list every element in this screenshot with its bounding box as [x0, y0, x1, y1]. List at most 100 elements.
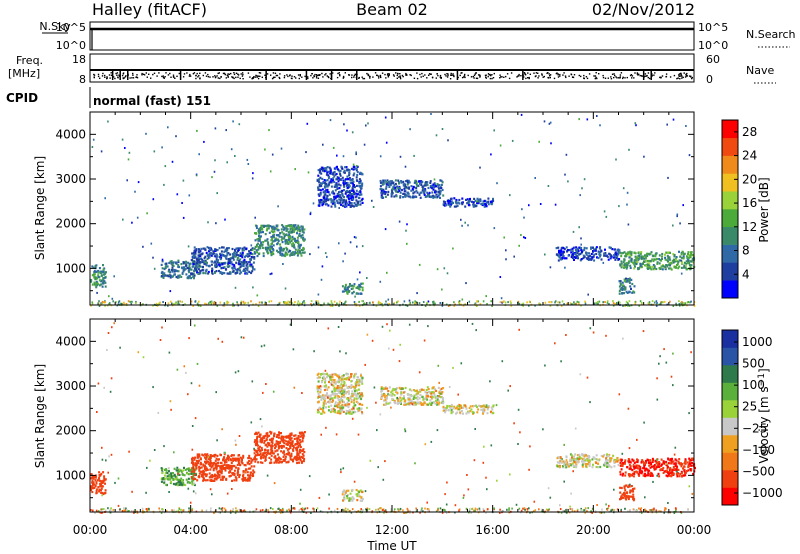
scatter-cell: [466, 198, 469, 201]
nave-dot: [338, 72, 340, 74]
scatter-cell: [626, 280, 629, 283]
scatter-cell: [346, 129, 348, 132]
scatter-cell: [558, 249, 560, 252]
nave-dot: [226, 74, 229, 77]
scatter-cell: [614, 256, 617, 259]
scatter-cell: [334, 373, 337, 376]
scatter-cell: [609, 253, 611, 256]
scatter-cell: [216, 454, 219, 457]
scatter-cell: [341, 407, 344, 410]
nave-dot: [214, 75, 216, 77]
scatter-cell: [283, 301, 286, 304]
nave-dot: [163, 77, 165, 79]
scatter-cell: [675, 258, 678, 261]
nave-dot: [241, 75, 244, 77]
scatter-cell: [184, 261, 186, 264]
scatter-cell: [685, 268, 688, 271]
scatter-cell: [339, 194, 342, 197]
scatter-cell: [301, 453, 304, 456]
scatter-cell: [606, 255, 609, 258]
scatter-cell: [215, 464, 218, 467]
scatter-cell: [254, 456, 256, 460]
scatter-cell: [443, 201, 446, 204]
scatter-cell: [244, 464, 247, 467]
scatter-cell: [98, 474, 101, 477]
nave-dot: [218, 72, 220, 74]
scatter-cell: [352, 198, 355, 201]
scatter-cell: [477, 300, 479, 303]
scatter-cell: [574, 248, 577, 251]
scatter-cell: [258, 445, 261, 448]
scatter-cell: [250, 244, 253, 247]
scatter-cell: [598, 300, 601, 303]
scatter-cell: [171, 160, 174, 163]
scatter-cell: [691, 258, 694, 261]
scatter-cell: [180, 266, 183, 269]
scatter-cell: [616, 255, 619, 258]
scatter-cell: [335, 166, 338, 169]
scatter-cell: [102, 277, 105, 280]
scatter-cell: [434, 191, 436, 194]
freq-label: Freq.: [16, 54, 43, 67]
scatter-cell: [278, 235, 281, 238]
scatter-cell: [267, 241, 270, 244]
scatter-cell: [191, 458, 193, 461]
scatter-cell: [228, 260, 231, 263]
scatter-cell: [297, 248, 300, 251]
scatter-cell: [664, 253, 666, 256]
scatter-cell: [192, 272, 195, 275]
scatter-cell: [229, 469, 232, 472]
scatter-cell: [348, 376, 351, 379]
scatter-cell: [619, 283, 622, 286]
scatter-cell: [687, 256, 690, 259]
scatter-cell: [104, 489, 107, 492]
scatter-cell: [340, 378, 343, 381]
scatter-cell: [560, 304, 563, 307]
scatter-cell: [209, 454, 212, 457]
scatter-cell: [287, 443, 289, 446]
scatter-cell: [359, 191, 362, 194]
scatter-cell: [388, 182, 391, 186]
scatter-cell: [204, 272, 207, 275]
scatter-cell: [278, 456, 280, 459]
scatter-cell: [100, 491, 103, 494]
scatter-cell: [518, 302, 521, 305]
scatter-cell: [223, 456, 226, 459]
scatter-cell: [653, 301, 656, 304]
scatter-cell: [287, 231, 290, 234]
scatter-cell: [566, 249, 569, 252]
scatter-cell: [331, 179, 334, 182]
nave-dot: [484, 74, 487, 77]
scatter-cell: [347, 390, 350, 393]
scatter-cell: [493, 227, 496, 230]
scatter-cell: [318, 181, 321, 184]
scatter-cell: [102, 264, 104, 267]
scatter-cell: [276, 229, 279, 232]
scatter-cell: [178, 473, 181, 476]
scatter-cell: [250, 460, 253, 463]
scatter-cell: [643, 257, 646, 260]
scatter-cell: [622, 284, 624, 287]
scatter-cell: [346, 495, 349, 498]
scatter-cell: [249, 467, 252, 470]
scatter-cell: [353, 236, 356, 239]
scatter-cell: [246, 262, 249, 266]
scatter-cell: [356, 286, 359, 290]
scatter-cell: [338, 178, 341, 181]
scatter-cell: [280, 446, 283, 449]
scatter-cell: [296, 302, 299, 305]
scatter-cell: [297, 452, 300, 456]
scatter-cell: [226, 300, 228, 303]
scatter-cell: [242, 473, 245, 476]
nave-dot: [143, 74, 146, 76]
scatter-cell: [355, 372, 358, 375]
scatter-cell: [345, 384, 348, 387]
scatter-cell: [612, 304, 615, 307]
scatter-cell: [386, 193, 389, 196]
scatter-cell: [101, 285, 104, 288]
scatter-cell: [453, 205, 456, 208]
scatter-cell: [355, 189, 358, 192]
scatter-cell: [623, 263, 626, 266]
scatter-cell: [505, 249, 507, 252]
nave-dot: [339, 74, 341, 76]
